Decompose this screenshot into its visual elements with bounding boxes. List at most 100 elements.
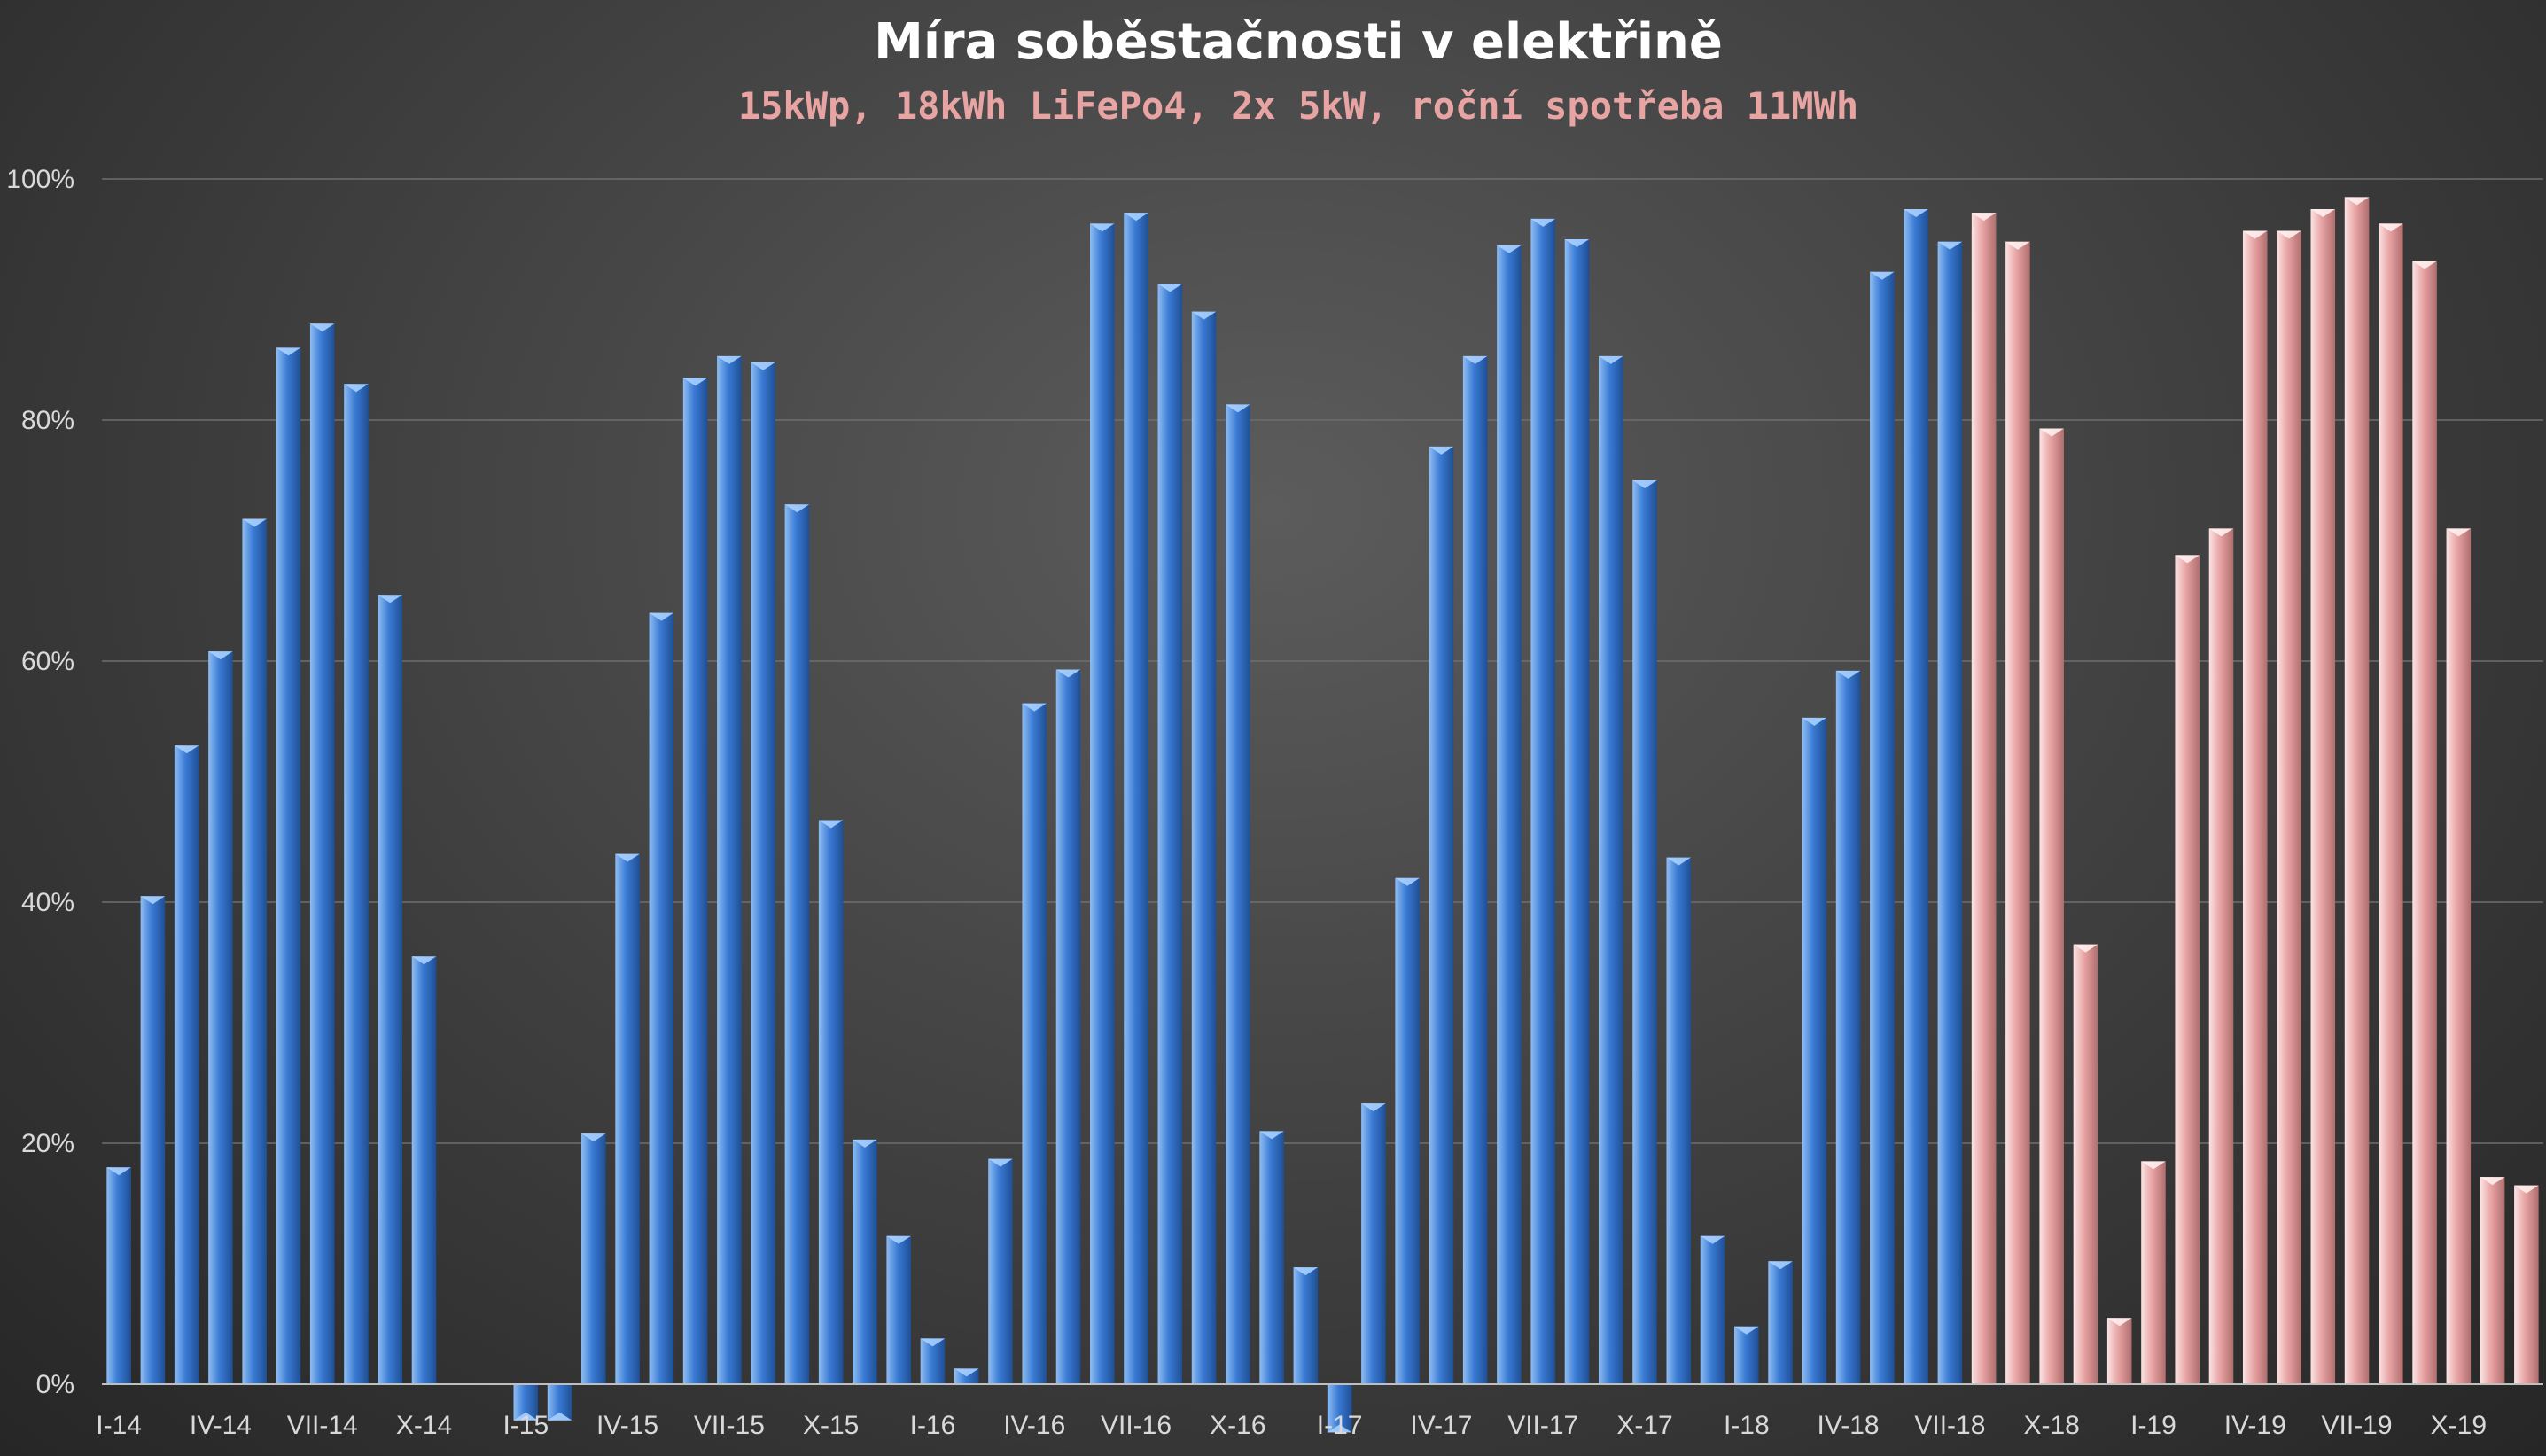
x-tick-label: X-19 xyxy=(2431,1411,2487,1440)
gridlines xyxy=(102,178,2543,1144)
bar xyxy=(2412,261,2437,1385)
x-tick-label: VII-14 xyxy=(287,1411,358,1440)
bar xyxy=(242,518,267,1384)
y-tick-label: 20% xyxy=(21,1129,74,1158)
bar xyxy=(1734,1326,1759,1384)
y-axis-ticks: 0% 20% 40% 60% 80% 100% xyxy=(6,165,74,1399)
bar xyxy=(717,355,742,1384)
chart-title: Míra soběstačnosti v elektřině xyxy=(874,13,1723,71)
x-tick-label: IV-15 xyxy=(596,1411,658,1440)
x-tick-label: VII-15 xyxy=(694,1411,765,1440)
bars xyxy=(106,197,2539,1433)
bar xyxy=(1904,209,1928,1384)
bar xyxy=(309,323,335,1385)
bar xyxy=(818,820,844,1384)
bar xyxy=(2242,230,2268,1385)
bar xyxy=(1564,239,1590,1384)
bar xyxy=(1361,1103,1386,1384)
bar xyxy=(2106,1318,2132,1384)
bar xyxy=(682,378,708,1384)
bar xyxy=(615,853,640,1384)
bar xyxy=(411,956,437,1384)
bar xyxy=(1055,669,1081,1384)
bar xyxy=(1395,877,1420,1384)
bar xyxy=(276,347,301,1384)
bar xyxy=(2073,944,2098,1384)
x-tick-label: IV-17 xyxy=(1410,1411,1472,1440)
x-tick-label: X-14 xyxy=(396,1411,452,1440)
bar xyxy=(1429,446,1454,1384)
bar xyxy=(1768,1261,1793,1384)
bar xyxy=(784,504,810,1384)
bar xyxy=(1835,670,1861,1384)
bar xyxy=(140,896,166,1384)
x-tick-label: I-16 xyxy=(910,1411,956,1440)
bar xyxy=(1632,480,1657,1384)
bar xyxy=(2039,428,2064,1384)
bar xyxy=(1327,1384,1352,1433)
bar xyxy=(581,1133,606,1384)
bar xyxy=(547,1384,572,1421)
bar xyxy=(1937,241,1963,1385)
bar xyxy=(886,1235,911,1384)
bar xyxy=(513,1384,539,1421)
bar xyxy=(649,612,674,1384)
y-tick-label: 100% xyxy=(6,165,74,194)
bar xyxy=(1700,1235,1725,1384)
x-tick-label: X-15 xyxy=(803,1411,859,1440)
bar xyxy=(2310,209,2336,1384)
bar xyxy=(1802,717,1827,1384)
x-tick-label: I-14 xyxy=(96,1411,142,1440)
bar xyxy=(2277,230,2301,1385)
bar xyxy=(1870,271,1895,1385)
bar xyxy=(1191,311,1217,1385)
bar xyxy=(344,384,369,1385)
bar xyxy=(106,1167,131,1384)
x-tick-label: I-18 xyxy=(1724,1411,1770,1440)
chart-subtitle: 15kWp, 18kWh LiFePo4, 2x 5kW, roční spot… xyxy=(738,84,1858,128)
bar xyxy=(988,1158,1013,1384)
bar xyxy=(1497,245,1522,1384)
x-tick-label: X-16 xyxy=(1210,1411,1265,1440)
x-axis-ticks: I-14 IV-14 VII-14 X-14 I-15 IV-15 VII-15 X-15 I-… xyxy=(96,1411,2487,1440)
bar xyxy=(1293,1267,1319,1384)
bar xyxy=(2208,528,2234,1384)
x-tick-label: I-19 xyxy=(2130,1411,2176,1440)
bar xyxy=(2141,1161,2166,1384)
x-tick-label: VII-19 xyxy=(2322,1411,2393,1440)
bar xyxy=(2446,528,2472,1384)
x-tick-label: IV-14 xyxy=(190,1411,252,1440)
y-tick-label: 60% xyxy=(21,647,74,676)
bar xyxy=(1259,1131,1284,1384)
bar xyxy=(1530,218,1555,1384)
bar xyxy=(1226,404,1250,1384)
bar xyxy=(378,595,403,1384)
bar xyxy=(954,1368,979,1384)
x-tick-label: X-18 xyxy=(2023,1411,2079,1440)
y-tick-label: 40% xyxy=(21,888,74,917)
y-tick-label: 80% xyxy=(21,406,74,435)
bar xyxy=(1124,213,1148,1385)
x-tick-label: IV-19 xyxy=(2224,1411,2286,1440)
x-tick-label: VII-18 xyxy=(1914,1411,1985,1440)
bar xyxy=(1462,355,1488,1384)
bar xyxy=(208,651,233,1384)
bar xyxy=(1090,223,1115,1384)
bar xyxy=(1157,284,1183,1384)
bar xyxy=(174,745,199,1384)
bar xyxy=(2480,1177,2505,1384)
bar xyxy=(1598,355,1623,1384)
x-tick-label: VII-16 xyxy=(1101,1411,1172,1440)
bar xyxy=(2175,555,2200,1384)
bar xyxy=(2514,1185,2539,1384)
bar xyxy=(920,1338,946,1384)
x-tick-label: VII-17 xyxy=(1507,1411,1578,1440)
x-tick-label: I-15 xyxy=(502,1411,549,1440)
x-tick-label: IV-16 xyxy=(1003,1411,1065,1440)
x-tick-label: I-17 xyxy=(1317,1411,1363,1440)
bar xyxy=(751,362,775,1385)
bar xyxy=(2005,241,2030,1385)
x-tick-label: IV-18 xyxy=(1818,1411,1880,1440)
bar xyxy=(1971,213,1997,1385)
